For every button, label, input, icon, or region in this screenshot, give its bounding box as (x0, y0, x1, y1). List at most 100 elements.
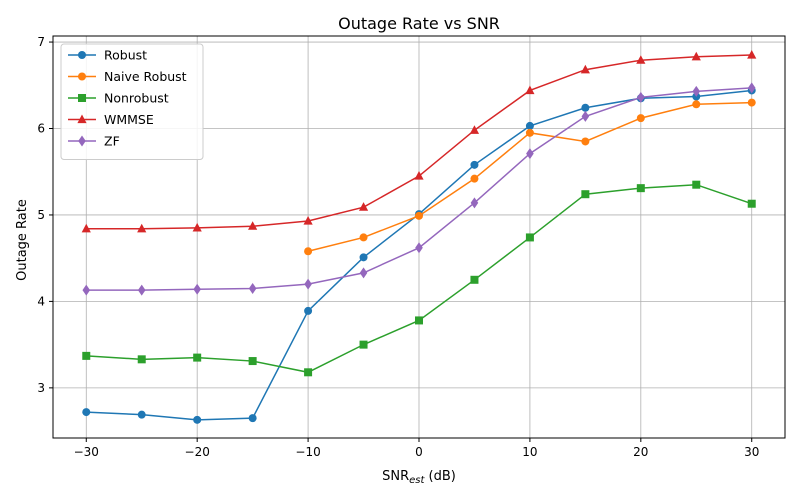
series-nonrobust (82, 180, 756, 377)
data-point-wmmse (747, 50, 757, 59)
data-point-naive-robust (470, 174, 479, 183)
data-point-robust (525, 121, 534, 130)
x-tick-label: 0 (415, 445, 423, 459)
data-point-nonrobust (193, 353, 202, 362)
ticks: −30 −20 −10 0 10 20 30 3 4 5 6 7 (37, 35, 759, 459)
data-point-zf (193, 283, 201, 295)
series-naive-robust (304, 98, 756, 256)
y-tick-label: 7 (37, 35, 45, 49)
legend-swatch-marker (78, 94, 86, 102)
x-tick-label: 30 (744, 445, 759, 459)
data-point-nonrobust (137, 355, 146, 364)
data-point-robust (304, 306, 313, 315)
legend-item-robust: Robust (68, 48, 147, 63)
legend-item-zf: ZF (68, 134, 120, 149)
data-point-zf (304, 278, 312, 290)
data-point-zf (747, 82, 756, 94)
x-tick-label: −20 (185, 445, 210, 459)
x-tick-label: −30 (74, 445, 99, 459)
data-point-robust (470, 160, 479, 169)
data-point-robust (193, 415, 202, 424)
data-point-zf (82, 284, 91, 296)
data-point-zf (526, 148, 534, 160)
data-point-nonrobust (470, 275, 479, 284)
data-point-nonrobust (692, 180, 701, 189)
data-point-wmmse (137, 223, 147, 233)
data-point-wmmse (358, 202, 369, 211)
x-axis-label-unit: (dB) (424, 469, 455, 484)
data-point-naive-robust (636, 114, 645, 123)
data-point-wmmse (192, 222, 202, 232)
data-point-wmmse (636, 55, 646, 64)
legend-label: ZF (104, 134, 120, 149)
legend-swatch-marker (78, 72, 86, 81)
data-point-robust (359, 253, 368, 262)
legend-label: Robust (104, 48, 147, 63)
data-point-nonrobust (248, 357, 257, 366)
legend-label: WMMSE (104, 112, 154, 127)
legend-item-naive-robust: Naive Robust (68, 69, 187, 84)
y-tick-label: 4 (37, 294, 45, 308)
legend-swatch-marker (78, 135, 86, 147)
y-axis-label: Outage Rate (15, 199, 30, 281)
data-point-naive-robust (304, 247, 313, 256)
y-tick-label: 3 (37, 381, 45, 395)
legend-box (60, 43, 204, 160)
y-tick-label: 6 (37, 122, 45, 136)
data-point-zf (248, 282, 257, 294)
data-point-zf (581, 110, 590, 122)
data-point-robust (248, 414, 257, 423)
x-tick-label: 10 (522, 445, 537, 459)
data-point-naive-robust (359, 233, 368, 242)
data-point-wmmse (525, 85, 535, 95)
data-point-nonrobust (581, 190, 590, 199)
legend: Robust Naive Robust Nonrobust WMMSE ZF (60, 43, 204, 160)
data-point-naive-robust (415, 211, 423, 220)
data-point-wmmse (469, 125, 480, 134)
data-point-wmmse (691, 51, 701, 61)
data-point-wmmse (414, 171, 424, 180)
data-point-zf (359, 267, 368, 279)
data-point-zf (470, 197, 479, 209)
legend-item-wmmse: WMMSE (68, 112, 154, 127)
data-point-wmmse (248, 221, 258, 230)
data-point-zf (637, 91, 645, 103)
data-point-nonrobust (304, 368, 313, 377)
series-zf (82, 82, 756, 296)
data-point-naive-robust (692, 100, 701, 109)
data-point-robust (82, 408, 91, 417)
x-axis-label: SNRest (dB) (382, 469, 456, 486)
data-point-naive-robust (525, 128, 534, 137)
x-tick-label: 20 (633, 445, 648, 459)
data-point-nonrobust (359, 340, 368, 349)
data-point-naive-robust (747, 98, 756, 107)
legend-item-nonrobust: Nonrobust (68, 91, 169, 106)
x-axis-label-subscript: est (409, 475, 425, 486)
data-point-nonrobust (525, 233, 534, 242)
x-axis-label-main: SNR (382, 469, 409, 484)
data-point-nonrobust (747, 199, 756, 208)
data-point-robust (137, 410, 146, 419)
data-point-wmmse (81, 223, 91, 233)
legend-swatch-marker (77, 114, 87, 124)
legend-label: Naive Robust (104, 69, 187, 84)
legend-label: Nonrobust (104, 91, 169, 106)
data-point-robust (581, 103, 590, 112)
data-point-nonrobust (82, 351, 91, 360)
chart-title: Outage Rate vs SNR (338, 14, 500, 33)
data-point-naive-robust (581, 137, 590, 146)
data-point-zf (415, 242, 423, 254)
data-point-nonrobust (415, 316, 423, 325)
data-point-wmmse (580, 64, 590, 74)
data-point-wmmse (303, 216, 313, 225)
series-wmmse (81, 50, 757, 233)
data-point-zf (137, 284, 146, 296)
y-tick-label: 5 (37, 208, 45, 222)
series-layer (81, 50, 757, 424)
data-point-nonrobust (636, 184, 645, 193)
legend-swatch-marker (78, 51, 86, 59)
x-tick-label: −10 (295, 445, 320, 459)
data-point-zf (692, 85, 701, 97)
